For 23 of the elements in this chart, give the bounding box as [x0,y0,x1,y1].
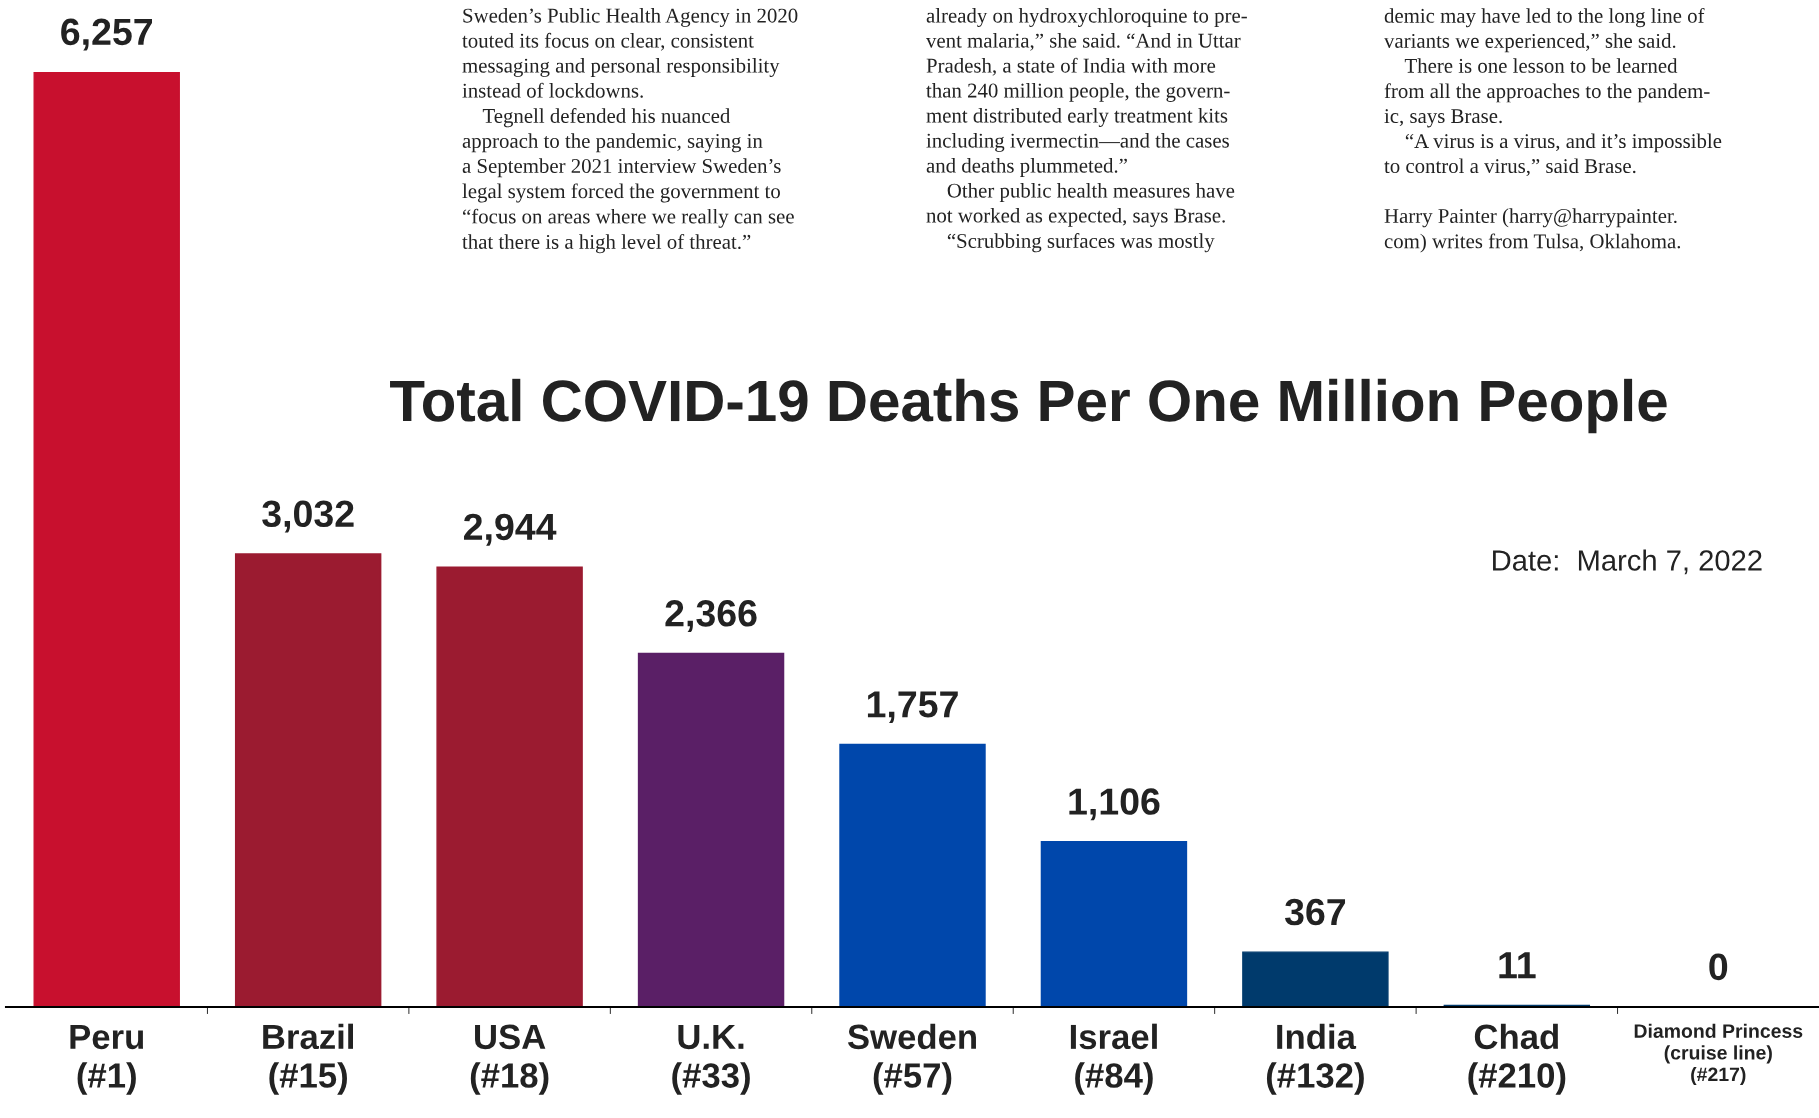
x-tick-label: USA (#18) [470,1024,549,1095]
text: Total COVID-19 Deaths Per One Million People [390,378,1667,434]
x-tick-label: Chad (#210) [1468,1023,1566,1095]
data-label: 3,032 [262,500,354,533]
data-label: 1,106 [1069,788,1160,821]
x-tick-label: Peru (#1) [70,1024,144,1095]
text: demic may have led to the long line of variants we experienced,” she said. There is one lesson to be learned from all the approaches to the pandem- ic, says Brase. “A virus is a virus, and it’s impossible to control a virus,” said Brase. Harry Painter (harry@harrypainter. com) writes from Tulsa, Oklahoma. [1384,8,1722,253]
x-tick-label: Israel (#84) [1070,1023,1157,1095]
data-label: 1,757 [867,691,958,724]
data-label: 11 [1499,952,1536,979]
data-label: 0 [1709,953,1728,981]
x-tick-label: Brazil (#15) [263,1023,353,1095]
data-label: 367 [1284,898,1346,926]
data-label: 2,944 [464,513,557,546]
x-tick-label: Sweden (#57) [847,1023,976,1095]
text: already on hydroxychloroquine to pre- vent malaria,” she said. “And in Uttar Pradesh, a state of India with more than 240 million people, the govern- ment distributed early treatment kits including ivermectin—and the cases and deaths plummeted.” Other public health measures have not worked as expected, says Brase. “Scrubbing surfaces was mostly [926,8,1247,253]
x-tick-label: U.K. (#33) [672,1024,750,1095]
data-label: 2,366 [665,600,757,633]
x-tick-label: India (#132) [1266,1023,1364,1095]
annotation: Date: March 7, 2022 [1493,549,1762,575]
x-tick-label: Diamond Princess (cruise line) (#217) [1634,1023,1803,1086]
data-label: 6,257 [61,18,152,51]
text: Sweden’s Public Health Agency in 2020 touted its focus on clear, consistent messaging and personal responsibility instead of lockdowns. Tegnell defended his nuanced approach to the pandemic, saying in a September 2021 interview Sweden’s legal system forced the government to “focus on areas where we really can see that there is a high level of threat.” [462,8,798,254]
